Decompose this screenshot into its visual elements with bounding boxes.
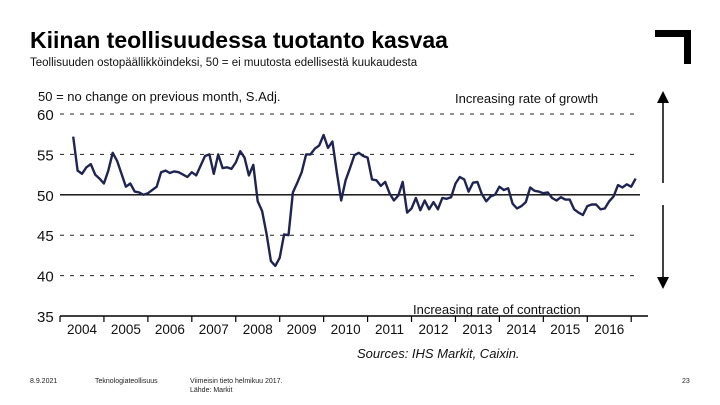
chart-source: Sources: IHS Markit, Caixin.: [357, 346, 520, 361]
footer-note: Viimeisin tieto helmikuu 2017. Lähde: Ma…: [190, 377, 282, 395]
x-tick-label: 2015: [550, 322, 580, 337]
x-tick-label: 2008: [243, 322, 273, 337]
x-tick-label: 2012: [418, 322, 448, 337]
x-tick-label: 2011: [375, 322, 404, 337]
footer-note-line2: Lähde: Markit: [190, 387, 233, 394]
y-tick-label: 50: [37, 188, 54, 205]
brand-logo-icon: [655, 30, 691, 64]
x-tick-label: 2005: [111, 322, 141, 337]
x-tick-label: 2004: [67, 322, 98, 337]
x-tick-label: 2016: [594, 322, 624, 337]
y-tick-label: 60: [37, 107, 54, 124]
x-tick-label: 2010: [331, 322, 361, 337]
page-subtitle: Teollisuuden ostopäällikköindeksi, 50 = …: [30, 57, 418, 69]
x-tick-label: 2009: [287, 322, 317, 337]
footer-date: 8.9.2021: [30, 378, 58, 385]
x-tick-label: 2013: [462, 322, 492, 337]
x-tick-label: 2006: [155, 322, 185, 337]
annotation-growth: Increasing rate of growth: [455, 91, 598, 106]
annotation-contraction: Increasing rate of contraction: [413, 302, 581, 317]
pmi-series-line: [72, 133, 637, 268]
y-tick-label: 55: [37, 147, 54, 164]
y-tick-label: 40: [37, 269, 54, 286]
footer-note-line1: Viimeisin tieto helmikuu 2017.: [190, 378, 283, 385]
x-tick-label: 2007: [199, 322, 229, 337]
footer-organization: Teknologiateollisuus: [95, 378, 158, 385]
x-tick-label: 2014: [506, 322, 537, 337]
chart-note: 50 = no change on previous month, S.Adj.: [38, 89, 280, 104]
page-title: Kiinan teollisuudessa tuotanto kasvaa: [30, 27, 448, 53]
y-tick-label: 35: [37, 309, 54, 326]
y-tick-label: 45: [37, 228, 54, 245]
page-number: 23: [682, 378, 690, 385]
